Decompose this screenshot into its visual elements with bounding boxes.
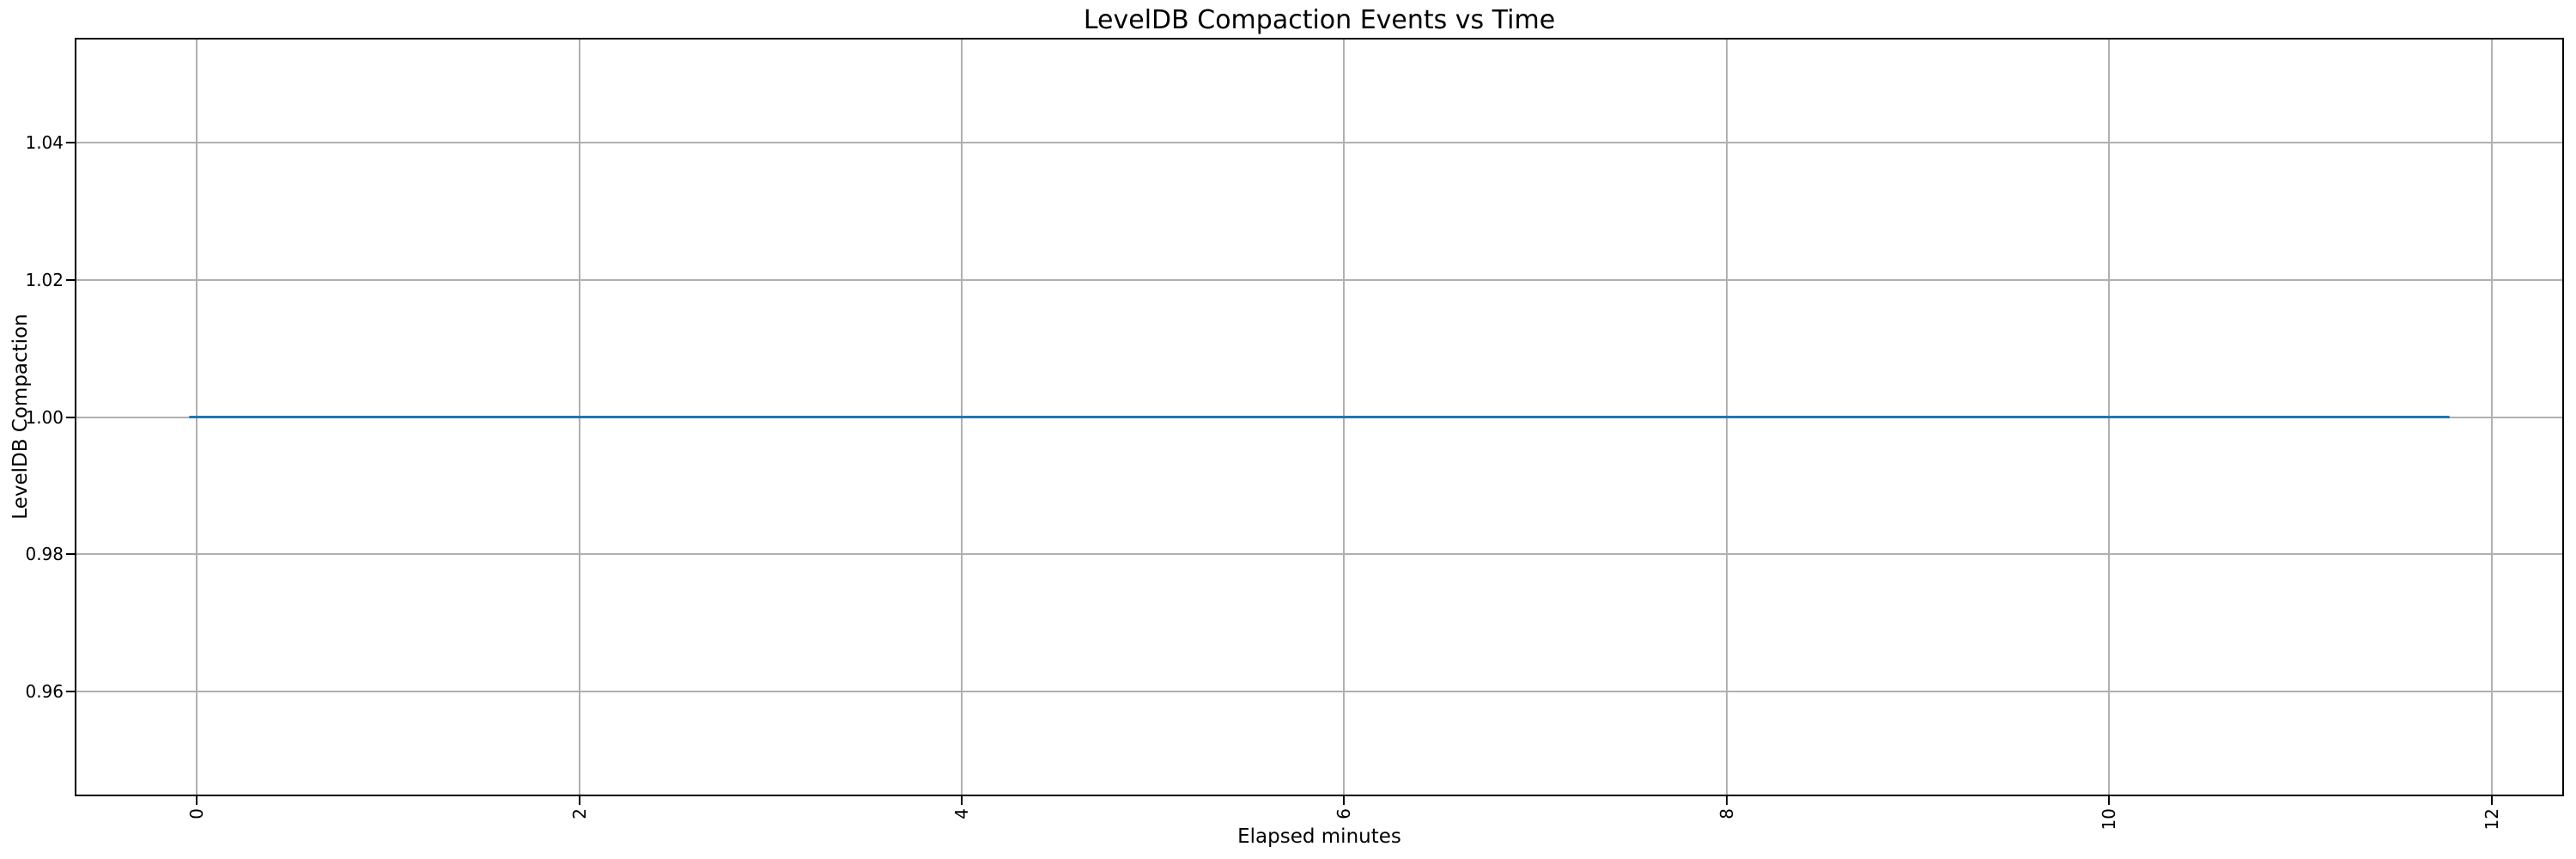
- y-tick-mark: [66, 141, 75, 143]
- x-tick-mark: [1343, 796, 1346, 805]
- y-gridline: [76, 141, 2562, 143]
- x-tick-mark: [961, 796, 963, 805]
- x-tick-mark: [1725, 796, 1728, 805]
- x-tick-mark: [196, 796, 198, 805]
- y-tick-label: 1.00: [25, 406, 64, 428]
- y-gridline: [76, 278, 2562, 281]
- x-tick-label: 6: [1334, 808, 1355, 819]
- x-tick-mark: [578, 796, 580, 805]
- y-gridline: [76, 691, 2562, 693]
- x-tick-label: 8: [1716, 808, 1737, 819]
- x-tick-label: 4: [951, 808, 973, 819]
- x-tick-label: 10: [2099, 808, 2120, 831]
- chart-title: LevelDB Compaction Events vs Time: [1083, 5, 1556, 35]
- y-tick-mark: [66, 416, 75, 418]
- y-tick-label: 1.02: [25, 269, 64, 290]
- y-tick-mark: [66, 553, 75, 556]
- y-tick-mark: [66, 278, 75, 281]
- data-line: [189, 415, 2450, 419]
- y-tick-label: 0.96: [25, 681, 64, 703]
- plot-area: [75, 38, 2564, 796]
- y-gridline: [76, 553, 2562, 556]
- y-tick-label: 0.98: [25, 544, 64, 565]
- x-axis-label: Elapsed minutes: [1237, 825, 1401, 848]
- x-tick-mark: [2108, 796, 2111, 805]
- y-tick-label: 1.04: [25, 131, 64, 153]
- x-tick-label: 2: [568, 808, 590, 819]
- x-tick-label: 12: [2481, 808, 2502, 831]
- y-tick-mark: [66, 691, 75, 693]
- x-tick-mark: [2490, 796, 2493, 805]
- x-tick-label: 0: [186, 808, 208, 819]
